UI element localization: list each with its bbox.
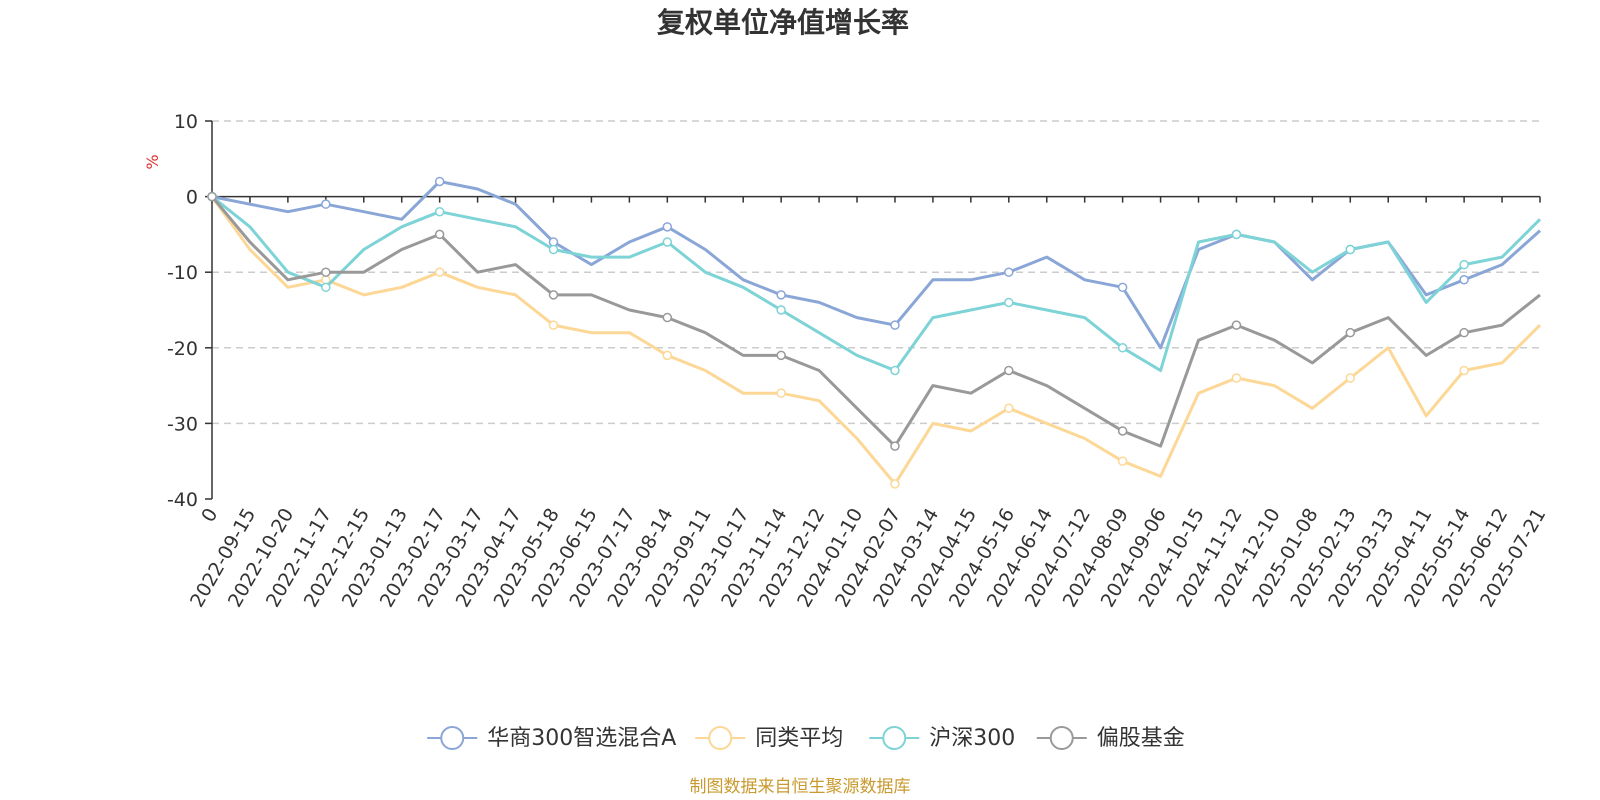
data-point — [890, 320, 900, 330]
legend-marker — [708, 726, 733, 750]
data-point — [434, 206, 445, 217]
data-point — [548, 237, 559, 247]
legend-item-2[interactable]: 沪深300 — [869, 726, 1015, 751]
x-tick-label: 0 — [197, 505, 222, 526]
data-point — [548, 320, 559, 330]
x-tick-labels: 02022-09-152022-10-202022-11-172022-12-1… — [186, 505, 1550, 612]
grid-lines — [212, 120, 1540, 425]
series-line-2 — [211, 195, 1542, 372]
legend-label: 华商300智选混合A — [487, 726, 676, 751]
y-tick-label: -40 — [167, 489, 198, 511]
data-point — [1117, 282, 1128, 293]
data-point — [662, 237, 673, 247]
y-tick-label: -10 — [167, 262, 198, 284]
legend-label: 同类平均 — [755, 726, 843, 751]
series-line-3 — [210, 195, 1541, 448]
data-point — [1345, 327, 1356, 338]
series-line-0 — [211, 180, 1542, 350]
data-point — [776, 290, 786, 300]
legend-item-1[interactable]: 同类平均 — [695, 726, 843, 751]
data-point — [1459, 259, 1469, 270]
legend: 华商300智选混合A 同类平均 沪深300 偏股基金 — [427, 726, 1185, 751]
legend-item-3[interactable]: 偏股基金 — [1036, 726, 1185, 751]
axes — [205, 120, 1541, 500]
series-line-1 — [210, 195, 1542, 486]
y-tick-label: -30 — [167, 413, 198, 435]
data-point — [662, 222, 673, 232]
data-point — [1004, 267, 1014, 277]
data-point — [776, 388, 786, 398]
data-point — [1345, 244, 1356, 255]
data-point — [1117, 426, 1128, 436]
data-point — [662, 350, 673, 361]
data-point — [1231, 373, 1242, 383]
legend-label: 沪深300 — [929, 726, 1015, 751]
data-point — [1004, 403, 1014, 414]
y-tick-labels: 10 0 -10 -20 -30 -40 — [167, 111, 198, 511]
data-point — [890, 479, 900, 489]
legend-label: 偏股基金 — [1097, 726, 1185, 751]
data-point — [207, 191, 217, 202]
legend-marker — [882, 726, 907, 750]
data-point — [1117, 343, 1128, 353]
data-point — [1345, 373, 1356, 383]
data-point — [321, 282, 331, 293]
legend-marker — [440, 726, 465, 750]
data-point — [890, 365, 900, 376]
y-tick-label: 0 — [186, 187, 198, 209]
data-point — [776, 305, 786, 315]
source-note: 制图数据来自恒生聚源数据库 — [690, 777, 911, 797]
data-point — [890, 441, 900, 451]
data-point — [321, 199, 331, 209]
data-point — [548, 244, 559, 255]
data-point — [1004, 365, 1014, 376]
legend-item-0[interactable]: 华商300智选混合A — [427, 726, 676, 751]
data-point — [321, 267, 331, 277]
y-tick-label: -20 — [167, 338, 198, 360]
data-point — [662, 312, 673, 323]
data-point — [1459, 365, 1469, 376]
series-lines — [207, 176, 1542, 489]
data-point — [1117, 456, 1128, 466]
data-point — [1231, 320, 1242, 330]
data-point — [1459, 327, 1469, 338]
data-point — [548, 290, 559, 300]
chart-title: 复权单位净值增长率 — [657, 6, 909, 39]
y-tick-label: 10 — [174, 111, 198, 133]
data-point — [1231, 229, 1242, 240]
data-point — [434, 267, 445, 277]
data-point — [434, 176, 445, 187]
legend-marker — [1049, 726, 1074, 750]
y-axis-unit: % — [143, 154, 162, 169]
data-point — [1004, 297, 1014, 308]
data-point — [776, 350, 786, 361]
data-point — [434, 229, 445, 240]
data-point — [1459, 275, 1469, 285]
